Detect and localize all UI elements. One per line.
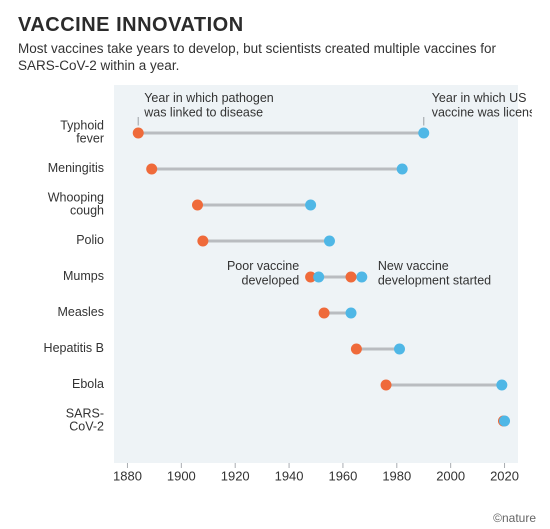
marker-end	[324, 235, 335, 246]
marker-start	[351, 343, 362, 354]
x-axis: 1880 1900 1920 1940 1960 1980 2000 2020	[113, 463, 519, 484]
marker-start	[146, 163, 157, 174]
timeline-chart: 1880 1900 1920 1940 1960 1980 2000 2020 Year in …	[18, 85, 532, 485]
marker-start	[133, 127, 144, 138]
credit-text: ©nature	[493, 511, 536, 525]
marker-end	[356, 271, 367, 282]
marker-end	[346, 307, 357, 318]
marker-end	[418, 127, 429, 138]
chart-title: VACCINE INNOVATION	[18, 14, 532, 37]
marker-start	[192, 199, 203, 210]
marker-extra	[346, 271, 357, 282]
chart-card: VACCINE INNOVATION Most vaccines take ye…	[0, 0, 550, 529]
marker-start	[197, 235, 208, 246]
anno-pathogen-linked: Year in which pathogenwas linked to dise…	[143, 91, 274, 119]
marker-end	[305, 199, 316, 210]
row-label: Mumps	[63, 269, 104, 283]
x-tick-label: 1900	[167, 468, 196, 483]
x-tick-label: 1920	[221, 468, 250, 483]
marker-extra	[313, 271, 324, 282]
x-tick-label: 1980	[382, 468, 411, 483]
row-label: Hepatitis B	[44, 341, 104, 355]
marker-end	[397, 163, 408, 174]
x-tick-label: 2020	[490, 468, 519, 483]
anno-vaccine-licensed: Year in which USvaccine was licensed	[432, 91, 532, 119]
chart-area: 1880 1900 1920 1940 1960 1980 2000 2020 Year in …	[18, 85, 532, 485]
row-label: Ebola	[72, 377, 104, 391]
marker-start	[381, 379, 392, 390]
x-tick-label: 1960	[328, 468, 357, 483]
row-label: Typhoidfever	[60, 118, 104, 145]
x-tick-label: 1880	[113, 468, 142, 483]
chart-subtitle: Most vaccines take years to develop, but…	[18, 41, 532, 75]
marker-end	[496, 379, 507, 390]
marker-end	[394, 343, 405, 354]
row-label: Measles	[57, 305, 104, 319]
row-label: Polio	[76, 233, 104, 247]
marker-end	[499, 415, 510, 426]
marker-start	[319, 307, 330, 318]
row-label: Meningitis	[48, 161, 104, 175]
x-tick-label: 1940	[275, 468, 304, 483]
row-label: Whoopingcough	[48, 190, 104, 217]
x-tick-label: 2000	[436, 468, 465, 483]
row-label: SARS-CoV-2	[66, 406, 104, 433]
